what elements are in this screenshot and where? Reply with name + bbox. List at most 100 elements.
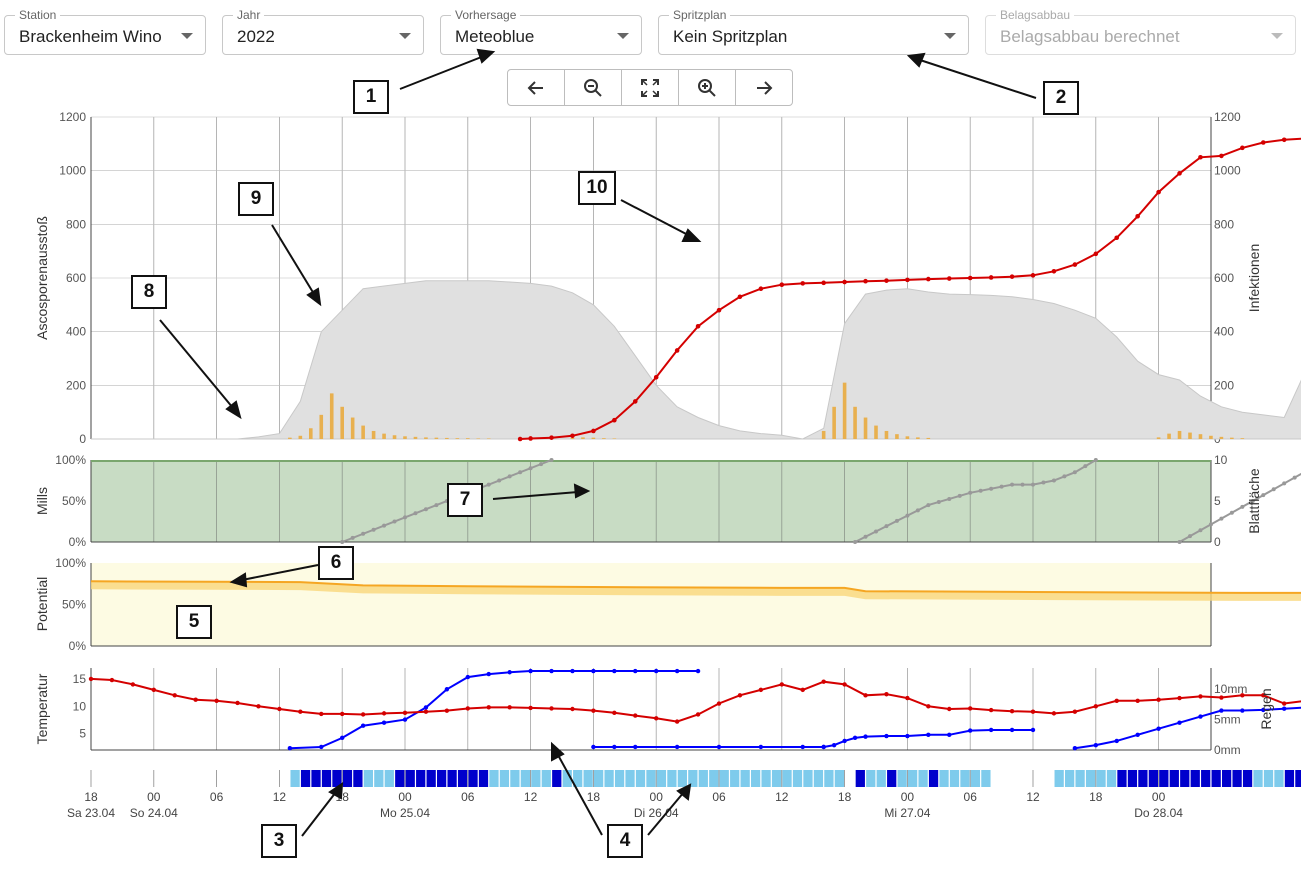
zoom-in-button[interactable]: [679, 70, 736, 105]
x-tick-label: 12: [1026, 790, 1040, 804]
temperature-point: [674, 719, 680, 724]
leaf-wetness-cell: [1211, 770, 1221, 787]
tick-label: 15: [73, 672, 87, 686]
tick-label: 600: [66, 271, 86, 285]
x-tick-label: 12: [273, 790, 287, 804]
spore-bar: [466, 438, 470, 439]
chevron-down-icon: [617, 33, 629, 39]
leaf-area-point: [1093, 458, 1098, 462]
spore-bar: [434, 437, 439, 439]
rain-point: [1282, 706, 1287, 711]
tick-label: 200: [66, 378, 86, 392]
spore-bar: [1230, 437, 1234, 439]
year-select[interactable]: Jahr 2022: [222, 8, 424, 55]
leaf-area-point: [1041, 480, 1046, 485]
forecast-select[interactable]: Vorhersage Meteoblue: [440, 8, 642, 55]
infection-point: [716, 307, 722, 313]
rain-point: [821, 744, 826, 750]
spore-bar: [905, 436, 910, 439]
infection-point: [1219, 153, 1224, 159]
leaf-wetness-cell: [698, 770, 708, 787]
infection-point: [1156, 189, 1161, 195]
temperature-point: [423, 709, 429, 714]
rain-point: [695, 668, 701, 674]
leaf-area-point: [518, 470, 523, 475]
fullscreen-button[interactable]: [622, 70, 679, 105]
x-date-label: Mo 25.04: [380, 806, 430, 820]
temperature-point: [507, 705, 512, 710]
leaf-area-point: [1229, 510, 1234, 515]
station-select[interactable]: Station Brackenheim Wino: [4, 8, 206, 55]
chevron-down-icon: [181, 33, 193, 39]
leaf-wetness-cell: [1263, 770, 1274, 787]
infection-point: [800, 281, 806, 286]
tick-label: 100%: [55, 556, 86, 570]
leaf-wetness-cell: [677, 770, 687, 787]
spore-bar: [581, 437, 585, 439]
infection-point: [1281, 137, 1287, 143]
chart-toolbar: [507, 69, 793, 106]
infection-point: [926, 276, 931, 282]
spray-plan-select[interactable]: Spritzplan Kein Spritzplan: [658, 8, 969, 55]
temperature-point: [863, 693, 868, 698]
rain-point: [1219, 708, 1224, 713]
rain-point: [800, 744, 805, 750]
rain-point: [1156, 726, 1161, 731]
leaf-area-point: [350, 535, 355, 540]
spore-bar: [612, 438, 617, 439]
spore-bar: [309, 428, 313, 439]
leaf-wetness-cell: [541, 770, 551, 787]
leaf-wetness-cell: [1117, 770, 1127, 787]
x-tick-label: 06: [210, 790, 224, 804]
leaf-area-point: [539, 462, 544, 467]
rain-point: [381, 720, 387, 725]
temperature-point: [926, 704, 931, 709]
infection-point: [967, 275, 973, 281]
temperature-point: [1072, 709, 1078, 714]
rain-point: [1177, 720, 1182, 725]
infection-point: [821, 280, 826, 286]
infection-point: [863, 278, 868, 284]
x-tick-label: 00: [901, 790, 915, 804]
year-select-value: 2022: [237, 27, 275, 46]
temperature-point: [1156, 697, 1161, 702]
temperature-point: [444, 708, 450, 713]
spore-bar: [1188, 432, 1192, 439]
rain-point: [852, 735, 858, 741]
temperature-point: [1093, 704, 1099, 709]
zoom-out-button[interactable]: [565, 70, 622, 105]
leaf-area-point: [1177, 540, 1182, 544]
x-date-label: Do 28.04: [1134, 806, 1183, 820]
leaf-wetness-cell: [1201, 770, 1211, 787]
tick-label: 1200: [59, 110, 86, 124]
tick-label: 400: [1214, 325, 1234, 339]
leaf-wetness-cell: [416, 770, 426, 787]
leaf-wetness-cell: [1295, 770, 1301, 787]
temperature-point: [947, 706, 952, 712]
spore-bar: [916, 437, 920, 439]
leaf-area-point: [989, 486, 994, 491]
temperature-point: [633, 713, 638, 718]
spore-bar: [1209, 435, 1213, 439]
callout-arrow-4a: [551, 741, 565, 762]
leaf-wetness-cell: [437, 770, 447, 787]
callout-arrow-8: [225, 400, 242, 420]
callout-arrow-9: [306, 287, 322, 307]
tick-label: 1200: [1214, 110, 1241, 124]
leaf-wetness-cell: [468, 770, 478, 787]
infection-point: [905, 277, 910, 283]
leaf-area-point: [853, 540, 858, 544]
pan-right-button[interactable]: [736, 70, 792, 105]
temperature-line: [90, 677, 1301, 723]
spore-bar: [392, 435, 397, 439]
leaf-area-point: [1292, 475, 1297, 480]
callout-7: 7: [447, 483, 483, 517]
temperature-point: [842, 682, 847, 687]
leaf-area-point: [507, 474, 512, 479]
temperature-point: [256, 704, 261, 709]
spore-bar: [832, 406, 836, 439]
station-select-value: Brackenheim Wino: [19, 27, 162, 46]
temperature-point: [130, 682, 136, 687]
pan-left-button[interactable]: [508, 70, 565, 105]
rain-point: [549, 668, 554, 674]
